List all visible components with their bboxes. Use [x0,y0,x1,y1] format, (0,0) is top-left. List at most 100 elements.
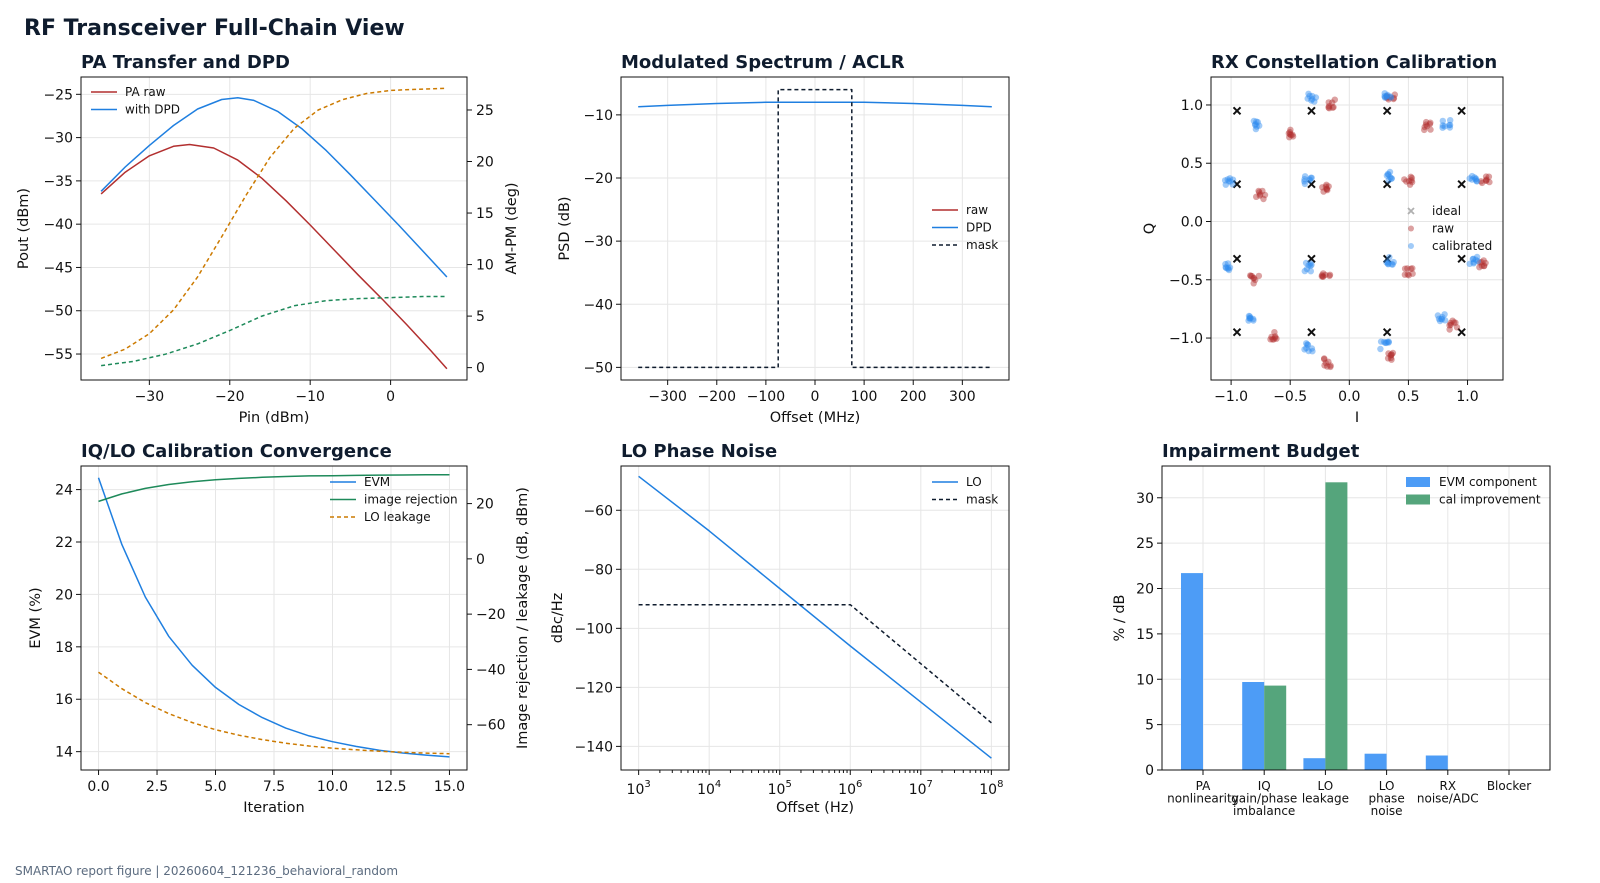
raw-point [1426,120,1434,128]
raw-point [1421,123,1428,131]
legend-label: LO [966,475,982,489]
y-tick-label: 0.0 [1181,215,1203,231]
calibrated-point [1387,174,1394,181]
y2-tick-label: 10 [476,258,494,274]
calibrated-point [1470,260,1477,267]
calibrated-point [1305,262,1312,269]
raw-point [1405,272,1413,279]
raw-point [1325,99,1332,106]
calibrated-point [1466,260,1473,267]
calibrated-point [1227,178,1234,185]
legend-label: raw [966,203,988,217]
x-axis-label: Offset (MHz) [770,410,861,426]
calibrated-point [1222,264,1229,271]
calibrated-point [1222,181,1230,188]
y-tick-label: −30 [583,234,613,250]
raw-point [1427,119,1434,126]
legend-label: LO leakage [364,510,431,524]
x-tick-label: −100 [747,389,785,405]
raw-point [1447,321,1455,329]
raw-point [1287,131,1294,138]
calibrated-point [1382,93,1389,101]
calibrated-point [1469,255,1477,263]
calibrated-point [1256,122,1263,129]
y-tick-label: −40 [43,217,73,233]
ideal-point [1232,180,1242,189]
raw-point [1446,322,1453,329]
x-tick-label: 0.0 [1338,389,1360,405]
tick-exponent: 5 [785,779,791,790]
calibrated-point [1252,121,1259,128]
raw-point [1449,317,1456,324]
calibrated-point [1384,338,1391,346]
calibrated-point [1468,176,1476,183]
x-tick-label: 105 [768,779,792,798]
raw-point [1386,94,1394,101]
raw-point [1453,324,1461,331]
x-tick-label: 0.0 [87,779,109,795]
series-line [638,88,992,369]
calibrated-point [1222,260,1229,268]
calibrated-point [1245,312,1253,320]
raw-point [1257,191,1264,198]
calibrated-point [1252,125,1260,133]
ideal-point [1307,106,1316,116]
raw-point [1322,359,1330,367]
tick-base: 10 [627,782,645,798]
panel-title: IQ/LO Calibration Convergence [81,441,392,462]
calibrated-point [1308,97,1315,104]
category-label: nonlinearity [1167,792,1239,806]
raw-point [1286,128,1294,136]
y-tick-label: 18 [55,640,73,656]
ideal-point [1382,106,1392,116]
bar [1325,482,1348,770]
x-tick-label: 0 [386,389,395,405]
calibrated-point [1303,340,1310,347]
calibrated-point [1307,174,1315,181]
y2-tick-label: 25 [476,103,494,119]
calibrated-point [1439,313,1446,321]
calibrated-point [1308,261,1315,268]
y2-tick-label: −40 [476,662,506,678]
ideal-point [1307,254,1316,264]
ideal-point [1307,180,1316,189]
calibrated-point [1385,261,1392,268]
tick-base: 10 [768,782,786,798]
calibrated-point [1473,253,1481,261]
raw-point [1385,96,1392,103]
raw-point [1325,183,1332,190]
bar [1242,682,1265,770]
x-tick-label: 104 [697,779,721,798]
raw-point [1476,264,1483,271]
calibrated-point [1226,175,1234,182]
y-tick-label: 16 [55,692,73,708]
legend-swatch [1408,225,1414,232]
calibrated-point [1439,117,1447,125]
calibrated-point [1434,312,1442,319]
y-axis-label: EVM (%) [28,587,44,648]
calibrated-point [1380,338,1388,346]
calibrated-point [1245,317,1252,324]
calibrated-point [1472,176,1479,183]
calibrated-point [1446,124,1454,131]
calibrated-point [1439,122,1447,129]
calibrated-point [1304,341,1311,348]
tick-exponent: 7 [927,779,933,790]
category-label: phase [1368,792,1404,806]
calibrated-point [1309,92,1316,100]
raw-point [1409,270,1416,277]
raw-point [1286,134,1293,141]
raw-point [1427,126,1434,133]
raw-point [1319,184,1326,191]
y2-tick-label: 15 [476,206,494,222]
raw-point [1482,177,1490,184]
ideal-point [1232,254,1242,264]
raw-point [1389,349,1397,357]
calibrated-point [1246,315,1254,322]
y-tick-label: −120 [575,680,613,696]
x-tick-label: 15.0 [434,779,465,795]
calibrated-point [1305,90,1312,98]
raw-point [1256,189,1263,196]
x-tick-label: 0 [811,389,820,405]
